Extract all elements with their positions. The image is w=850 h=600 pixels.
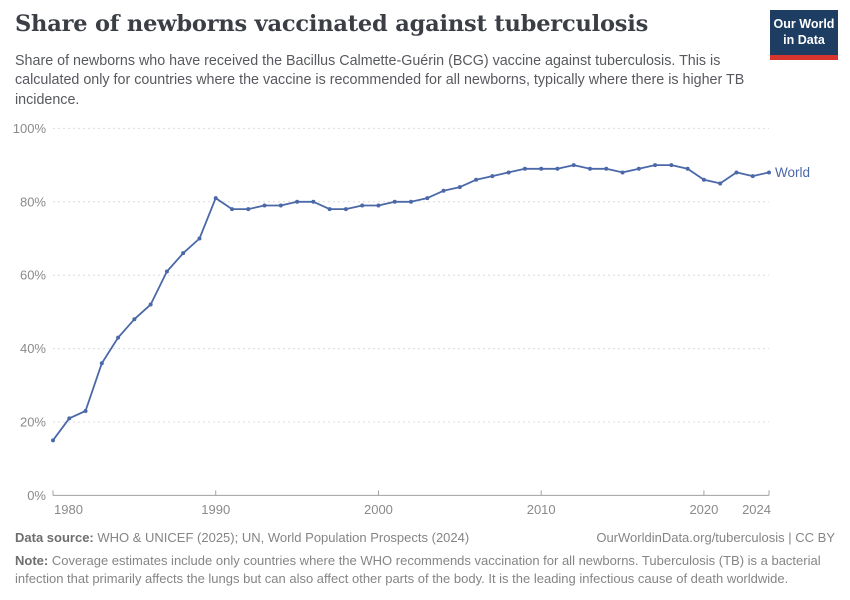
y-tick-label-100: 100% — [13, 121, 47, 136]
data-point-1995[interactable] — [295, 199, 300, 204]
data-point-2017[interactable] — [653, 163, 658, 168]
y-tick-label-0: 0% — [27, 488, 46, 503]
data-point-1983[interactable] — [99, 361, 104, 366]
data-point-1997[interactable] — [327, 207, 332, 212]
data-point-2007[interactable] — [490, 174, 495, 179]
y-tick-label-60: 60% — [20, 268, 46, 283]
data-point-1987[interactable] — [164, 269, 169, 274]
data-point-2006[interactable] — [474, 177, 479, 182]
data-point-2011[interactable] — [555, 166, 560, 171]
data-point-1989[interactable] — [197, 236, 202, 241]
data-point-1982[interactable] — [83, 408, 88, 413]
data-source: Data source: WHO & UNICEF (2025); UN, Wo… — [15, 530, 469, 545]
x-tick-label-1990: 1990 — [201, 502, 230, 517]
data-point-2009[interactable] — [522, 166, 527, 171]
y-tick-label-80: 80% — [20, 194, 46, 209]
y-tick-label-20: 20% — [20, 415, 46, 430]
x-tick-label-2020: 2020 — [689, 502, 718, 517]
data-point-2001[interactable] — [392, 199, 397, 204]
owid-logo[interactable]: Our World in Data — [770, 10, 838, 60]
y-tick-label-40: 40% — [20, 341, 46, 356]
owid-url-link[interactable]: OurWorldinData.org/tuberculosis | CC BY — [596, 530, 835, 545]
data-point-1986[interactable] — [148, 302, 153, 307]
data-point-2014[interactable] — [604, 166, 609, 171]
data-point-2015[interactable] — [620, 170, 625, 175]
data-point-1999[interactable] — [360, 203, 365, 208]
data-source-label: Data source: — [15, 530, 94, 545]
page-title: Share of newborns vaccinated against tub… — [15, 11, 649, 37]
data-point-1988[interactable] — [181, 251, 186, 256]
data-point-1991[interactable] — [230, 207, 234, 212]
data-point-2010[interactable] — [539, 166, 544, 171]
data-source-text: WHO & UNICEF (2025); UN, World Populatio… — [93, 530, 470, 545]
data-point-2004[interactable] — [441, 188, 446, 193]
data-point-2012[interactable] — [571, 163, 576, 168]
data-point-1985[interactable] — [132, 317, 137, 322]
data-point-2019[interactable] — [685, 166, 690, 171]
x-tick-label-1980: 1980 — [54, 502, 83, 517]
owid-logo-line2: in Data — [783, 33, 825, 48]
x-tick-label-2000: 2000 — [364, 502, 393, 517]
data-point-2003[interactable] — [425, 196, 430, 201]
chart-note: Note: Coverage estimates include only co… — [15, 552, 835, 588]
data-point-2022[interactable] — [734, 170, 739, 175]
source-row: Data source: WHO & UNICEF (2025); UN, Wo… — [15, 530, 835, 545]
owid-logo-line1: Our World — [773, 17, 835, 31]
data-point-1990[interactable] — [213, 196, 218, 201]
x-tick-label-2024: 2024 — [742, 502, 771, 517]
data-point-1993[interactable] — [262, 203, 267, 208]
data-point-2002[interactable] — [409, 199, 413, 204]
data-point-1994[interactable] — [278, 203, 283, 208]
series-line-world[interactable] — [52, 164, 770, 442]
data-point-2008[interactable] — [506, 170, 511, 175]
chart-subtitle: Share of newborns who have received the … — [15, 53, 745, 108]
data-point-1980[interactable] — [51, 438, 55, 443]
note-label: Note: — [15, 553, 49, 568]
series-end-label-world[interactable]: World — [775, 165, 810, 180]
data-point-2013[interactable] — [588, 166, 592, 171]
data-point-2016[interactable] — [636, 166, 641, 171]
data-point-1996[interactable] — [311, 199, 316, 204]
data-point-1998[interactable] — [343, 207, 348, 212]
x-tick-label-2010: 2010 — [527, 502, 556, 517]
data-point-2024[interactable] — [767, 170, 771, 175]
data-point-2005[interactable] — [457, 185, 462, 190]
data-point-1981[interactable] — [67, 416, 72, 421]
data-point-2021[interactable] — [718, 181, 723, 186]
data-point-2000[interactable] — [376, 203, 381, 208]
data-point-1984[interactable] — [116, 335, 121, 340]
chart-footer: Data source: WHO & UNICEF (2025); UN, Wo… — [15, 530, 835, 588]
data-point-2018[interactable] — [669, 163, 674, 168]
note-text: Coverage estimates include only countrie… — [15, 553, 821, 586]
data-point-1992[interactable] — [246, 207, 251, 212]
data-point-2023[interactable] — [750, 174, 755, 179]
data-point-2020[interactable] — [701, 177, 706, 182]
